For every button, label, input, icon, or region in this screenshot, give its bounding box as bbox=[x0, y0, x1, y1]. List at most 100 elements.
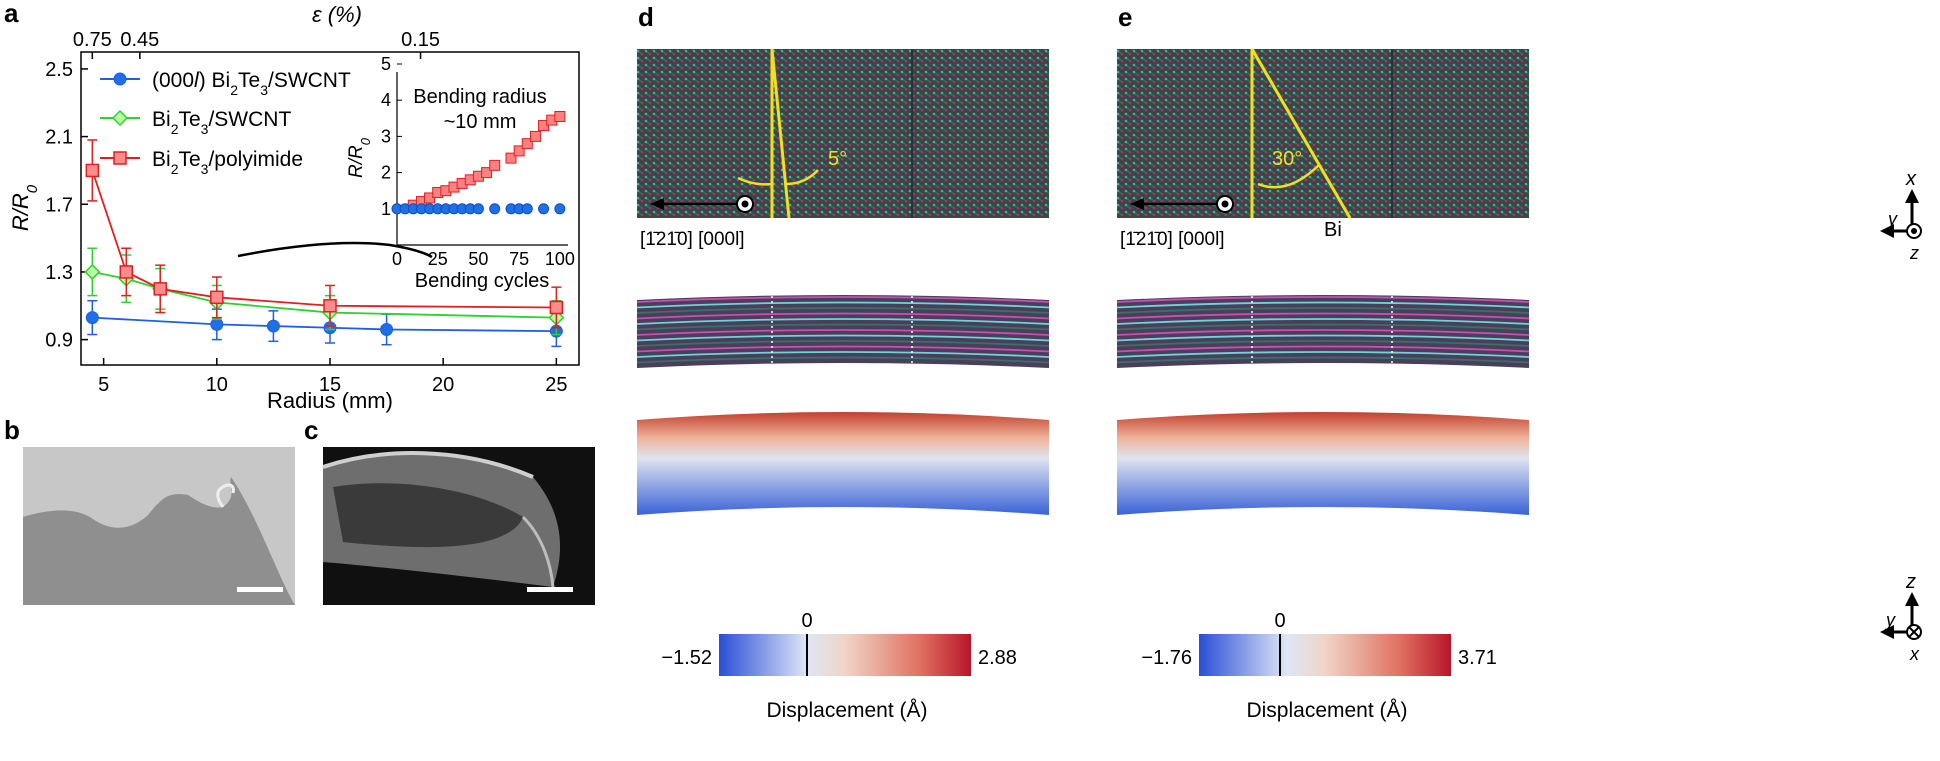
data-point bbox=[119, 265, 134, 279]
inset-y-tick-label: 4 bbox=[381, 90, 391, 110]
inset-x-tick-label: 0 bbox=[392, 249, 402, 269]
cbar-label-d: Displacement (Å) bbox=[766, 699, 927, 722]
panel-label-e: e bbox=[1118, 2, 1133, 32]
panel-label-a: a bbox=[4, 0, 19, 28]
inset-point bbox=[521, 138, 533, 150]
atomic-layer bbox=[636, 318, 1050, 325]
inset-x-tick-label: 50 bbox=[468, 249, 488, 269]
cbar-min-d: −1.52 bbox=[661, 647, 712, 669]
legend-entry-1: (000l) Bi2Te3/SWCNT bbox=[152, 69, 351, 98]
angle-label-d: 5° bbox=[828, 148, 847, 170]
sem-image-c bbox=[323, 447, 595, 605]
axis-y-top: y bbox=[1886, 209, 1898, 229]
x-tick-label: 15 bbox=[319, 374, 341, 396]
atomic-layer bbox=[1116, 329, 1530, 336]
data-point bbox=[210, 290, 224, 305]
atomic-layer bbox=[636, 312, 1050, 320]
data-point bbox=[549, 300, 564, 315]
inset-title-1: Bending radius bbox=[413, 86, 546, 108]
panel-b: b bbox=[0, 415, 300, 761]
series-line bbox=[92, 316, 557, 333]
y-tick-label: 1.7 bbox=[45, 194, 73, 216]
atomic-layer bbox=[636, 340, 1050, 347]
data-point bbox=[85, 311, 99, 325]
inset-x-tick-label: 25 bbox=[428, 249, 448, 269]
legend-entry-2: Bi2Te3/SWCNT bbox=[152, 108, 291, 137]
atomic-layer bbox=[1116, 345, 1530, 353]
inset-point bbox=[554, 203, 566, 215]
top-tick-label: 0.15 bbox=[401, 29, 440, 51]
atomic-layer bbox=[1116, 351, 1530, 358]
atomic-layer bbox=[1116, 323, 1530, 331]
atomic-layer bbox=[636, 351, 1050, 358]
atomic-layer bbox=[636, 334, 1050, 342]
atomic-layer bbox=[1116, 334, 1530, 342]
inset-point bbox=[529, 130, 541, 142]
panel-a-chart: a ε (%) 0.75 0.45 0.15 5 10 15 20 250.91.31.72… bbox=[4, 0, 580, 413]
cbar-max-e: 3.71 bbox=[1458, 647, 1497, 669]
series-line bbox=[91, 170, 557, 309]
atomic-layer bbox=[636, 356, 1050, 364]
x-tick-label: 10 bbox=[206, 374, 228, 396]
atomic-layer bbox=[1116, 356, 1530, 364]
cbar-max-d: 2.88 bbox=[978, 647, 1017, 669]
x-tick-label: 5 bbox=[98, 374, 109, 396]
colorbar-e bbox=[1199, 634, 1451, 676]
axis-x-top: x bbox=[1905, 168, 1917, 190]
inset-y-tick-label: 3 bbox=[381, 126, 391, 146]
inset-point bbox=[489, 203, 501, 215]
atomic-layer bbox=[636, 307, 1050, 314]
displacement-map-d bbox=[637, 412, 1049, 515]
y-tick-label: 1.3 bbox=[45, 262, 73, 284]
atomic-layer bbox=[636, 323, 1050, 331]
top-axis-label: ε (%) bbox=[312, 2, 362, 27]
inset-title-2: ~10 mm bbox=[444, 111, 517, 133]
axis-x-bottom: x bbox=[1909, 644, 1920, 664]
axis-triad-top: x y z bbox=[1880, 168, 1922, 263]
axis-triad-bottom: z y x bbox=[1880, 571, 1922, 664]
cbar-zero-d: 0 bbox=[801, 610, 812, 632]
panel-label-b: b bbox=[4, 415, 20, 445]
x-tick-label: 20 bbox=[432, 374, 454, 396]
inset-y-tick-label: 1 bbox=[381, 199, 391, 219]
bent-layers-e bbox=[1116, 295, 1530, 368]
panel-c: c bbox=[300, 415, 600, 761]
atomic-layer bbox=[636, 296, 1050, 303]
inset-point bbox=[489, 159, 501, 171]
cbar-min-e: −1.76 bbox=[1141, 647, 1192, 669]
inset-point bbox=[554, 110, 566, 122]
colorbar-d bbox=[719, 634, 971, 676]
legend-entry-3: Bi2Te3/polyimide bbox=[152, 148, 303, 177]
panel-label-d: d bbox=[638, 2, 654, 32]
atomic-layer bbox=[1116, 301, 1530, 309]
x-axis-label: Radius (mm) bbox=[267, 388, 393, 413]
inset-y-tick-label: 5 bbox=[381, 54, 391, 74]
x-tick-label: 25 bbox=[545, 374, 567, 396]
atom-bi: Bi bbox=[1324, 219, 1342, 241]
atomic-layer bbox=[1116, 307, 1530, 314]
atomic-layer bbox=[636, 301, 1050, 309]
data-point bbox=[266, 319, 280, 333]
atomic-layer bbox=[1116, 296, 1530, 303]
panel-d: d 5° [1̄21̄0] [000l] 0 −1.52 2.88 Displa… bbox=[620, 0, 1100, 761]
data-point bbox=[323, 299, 337, 313]
data-point bbox=[153, 282, 167, 296]
inset-y-tick-label: 2 bbox=[381, 163, 391, 183]
inset-point bbox=[538, 203, 550, 215]
inset-x-tick-label: 75 bbox=[509, 249, 529, 269]
inset-y-label: R/R0 bbox=[346, 137, 373, 178]
atomic-layer bbox=[1116, 312, 1530, 320]
direction-label-e: [1̄21̄0] [000l] bbox=[1120, 229, 1225, 250]
scale-bar bbox=[237, 587, 283, 592]
scale-bar bbox=[527, 587, 573, 592]
sem-image-b bbox=[23, 447, 295, 605]
panel-e: e 30° [1̄21̄0] [000l] 0 −1.76 3.71 Displ… bbox=[1100, 0, 1580, 761]
cbar-zero-e: 0 bbox=[1274, 610, 1285, 632]
displacement-map-e bbox=[1117, 412, 1529, 515]
axis-z-top: z bbox=[1909, 243, 1919, 263]
data-point bbox=[380, 322, 394, 336]
data-point bbox=[84, 263, 101, 281]
axis-y-bottom: y bbox=[1884, 610, 1896, 630]
inset-point bbox=[513, 145, 525, 157]
inset-point bbox=[505, 152, 517, 164]
